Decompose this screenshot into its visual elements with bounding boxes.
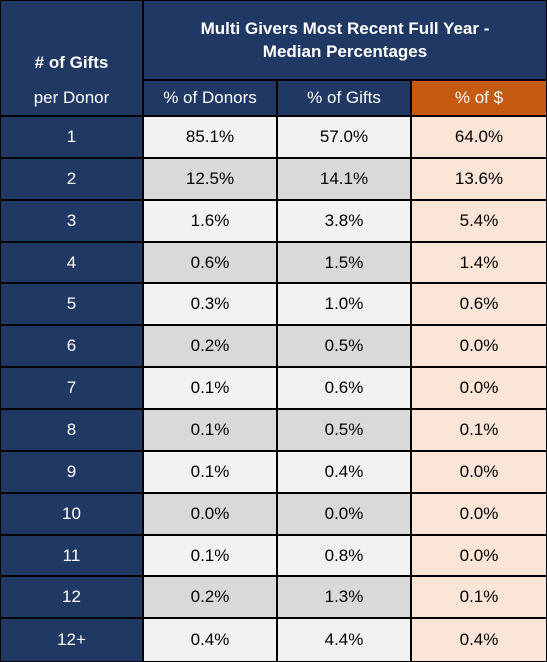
row-label: 6 <box>1 326 144 368</box>
table-row: 12 0.2% 1.3% 0.1% <box>1 577 546 619</box>
table-row: 9 0.1% 0.4% 0.0% <box>1 452 546 494</box>
dollars-value: 64.0% <box>412 117 546 159</box>
dollars-value: 5.4% <box>412 201 546 243</box>
table-row: 5 0.3% 1.0% 0.6% <box>1 284 546 326</box>
donors-value: 12.5% <box>144 159 278 201</box>
table-row: 7 0.1% 0.6% 0.0% <box>1 368 546 410</box>
column-header-donors: % of Donors <box>144 81 278 117</box>
row-label: 3 <box>1 201 144 243</box>
donors-value: 0.4% <box>144 619 278 661</box>
dollars-value: 0.0% <box>412 368 546 410</box>
donors-value: 0.6% <box>144 243 278 284</box>
gifts-value: 0.4% <box>278 452 412 494</box>
dollars-value: 0.4% <box>412 619 546 661</box>
table-header-columns: per Donor % of Donors % of Gifts % of $ <box>1 81 546 117</box>
dollars-value: 1.4% <box>412 243 546 284</box>
table-row: 10 0.0% 0.0% 0.0% <box>1 494 546 536</box>
dollars-value: 0.1% <box>412 410 546 452</box>
table-title-text: Multi Givers Most Recent Full Year - Med… <box>200 19 490 61</box>
gifts-value: 0.0% <box>278 494 412 536</box>
dollars-value: 0.0% <box>412 326 546 368</box>
donors-value: 85.1% <box>144 117 278 159</box>
gifts-value: 1.0% <box>278 284 412 326</box>
donors-value: 0.1% <box>144 368 278 410</box>
dollars-value: 0.0% <box>412 494 546 536</box>
donors-value: 1.6% <box>144 201 278 243</box>
dollars-value: 0.1% <box>412 577 546 619</box>
row-label: 9 <box>1 452 144 494</box>
table-row: 1 85.1% 57.0% 64.0% <box>1 117 546 159</box>
dollars-value: 0.0% <box>412 452 546 494</box>
gifts-value: 0.5% <box>278 326 412 368</box>
gifts-value: 57.0% <box>278 117 412 159</box>
row-label: 12 <box>1 577 144 619</box>
table-row: 8 0.1% 0.5% 0.1% <box>1 410 546 452</box>
gifts-value: 4.4% <box>278 619 412 661</box>
row-label: 1 <box>1 117 144 159</box>
donors-value: 0.1% <box>144 452 278 494</box>
gifts-value: 14.1% <box>278 159 412 201</box>
gifts-value: 1.5% <box>278 243 412 284</box>
table-row: 4 0.6% 1.5% 1.4% <box>1 243 546 284</box>
donors-value: 0.2% <box>144 326 278 368</box>
table-row: 2 12.5% 14.1% 13.6% <box>1 159 546 201</box>
donors-value: 0.2% <box>144 577 278 619</box>
row-label: 2 <box>1 159 144 201</box>
gifts-value: 0.8% <box>278 536 412 577</box>
row-label: 7 <box>1 368 144 410</box>
row-label: 8 <box>1 410 144 452</box>
donors-value: 0.1% <box>144 410 278 452</box>
table-header-top: # of Gifts Multi Givers Most Recent Full… <box>1 1 546 81</box>
gifts-value: 0.5% <box>278 410 412 452</box>
column-header-gifts: % of Gifts <box>278 81 412 117</box>
donors-value: 0.1% <box>144 536 278 577</box>
dollars-value: 0.0% <box>412 536 546 577</box>
row-header-bottom: per Donor <box>1 81 144 117</box>
dollars-value: 13.6% <box>412 159 546 201</box>
table-title: Multi Givers Most Recent Full Year - Med… <box>144 1 546 81</box>
column-header-dollars: % of $ <box>412 81 546 117</box>
row-label: 12+ <box>1 619 144 661</box>
row-label: 4 <box>1 243 144 284</box>
table-row: 12+ 0.4% 4.4% 0.4% <box>1 619 546 661</box>
row-label: 10 <box>1 494 144 536</box>
donors-value: 0.0% <box>144 494 278 536</box>
gifts-value: 1.3% <box>278 577 412 619</box>
row-label: 11 <box>1 536 144 577</box>
table-row: 6 0.2% 0.5% 0.0% <box>1 326 546 368</box>
row-label: 5 <box>1 284 144 326</box>
dollars-value: 0.6% <box>412 284 546 326</box>
gifts-value: 3.8% <box>278 201 412 243</box>
gifts-value: 0.6% <box>278 368 412 410</box>
table-row: 11 0.1% 0.8% 0.0% <box>1 536 546 577</box>
table-row: 3 1.6% 3.8% 5.4% <box>1 201 546 243</box>
row-header-top: # of Gifts <box>1 1 144 81</box>
donors-value: 0.3% <box>144 284 278 326</box>
